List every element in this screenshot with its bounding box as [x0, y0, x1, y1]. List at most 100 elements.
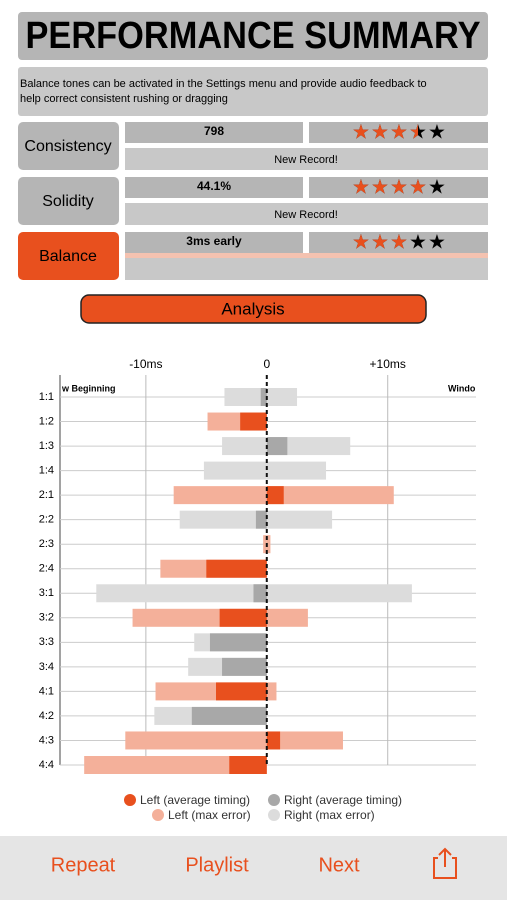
bar — [191, 706, 267, 725]
note-box — [125, 203, 488, 225]
y-tick-label: 1:2 — [39, 415, 54, 427]
y-tick-label: 4:3 — [39, 734, 54, 746]
legend-swatch — [268, 794, 280, 806]
stars-box — [309, 232, 488, 253]
bar — [266, 731, 281, 750]
tab[interactable]: Repeat — [51, 854, 116, 876]
bar — [260, 388, 267, 406]
star-fill: ★ — [409, 121, 427, 143]
y-tick-label: 2:4 — [39, 563, 54, 575]
bar — [209, 633, 267, 652]
y-tick-label: 3:4 — [39, 661, 54, 673]
legend-label: Left (average timing) — [140, 793, 250, 807]
bar — [206, 559, 267, 578]
analysis-label[interactable]: Analysis — [221, 299, 284, 318]
y-tick-label: 4:1 — [39, 685, 54, 697]
star: ★ — [371, 121, 389, 143]
legend-label: Left (max error) — [168, 808, 251, 822]
y-tick-label: 4:2 — [39, 710, 54, 722]
y-tick-label: 2:2 — [39, 514, 54, 526]
annotation: Windo — [448, 383, 476, 393]
bar — [96, 584, 267, 603]
bar — [266, 437, 288, 456]
star: ★ — [352, 231, 370, 253]
y-tick-label: 3:3 — [39, 636, 54, 648]
x-tick-label: 0 — [263, 357, 270, 371]
stars-box — [309, 122, 488, 143]
y-tick-label: 1:3 — [39, 440, 54, 452]
star-fill: ★ — [409, 176, 427, 198]
bar — [266, 388, 298, 406]
bar — [84, 756, 267, 774]
y-tick-label: 1:4 — [39, 465, 54, 477]
title: PERFORMANCE SUMMARY — [26, 15, 481, 57]
bar — [263, 535, 267, 554]
bar — [266, 584, 412, 603]
y-tick-label: 2:3 — [39, 538, 54, 550]
y-tick-label: 3:1 — [39, 587, 54, 599]
star: ★ — [409, 121, 427, 143]
star: ★ — [352, 121, 370, 143]
star: ★ — [352, 176, 370, 198]
analysis-button[interactable] — [80, 294, 427, 324]
star-fill: ★ — [371, 231, 389, 253]
y-tick-label: 1:1 — [39, 391, 54, 403]
bar — [266, 608, 308, 627]
bar — [266, 486, 284, 505]
star: ★ — [390, 231, 408, 253]
tab[interactable]: Playlist — [185, 854, 249, 876]
stars-box — [309, 177, 488, 198]
star: ★ — [390, 121, 408, 143]
description-box — [18, 67, 488, 116]
legend-swatch — [152, 809, 164, 821]
note-box — [125, 148, 488, 170]
metric-label: Balance — [39, 248, 97, 265]
bar — [224, 388, 267, 406]
bar — [179, 510, 267, 529]
value-box — [125, 177, 303, 198]
bar — [222, 657, 267, 676]
description: Balance tones can be activated in the Se… — [20, 78, 427, 90]
bar — [266, 510, 333, 529]
star: ★ — [428, 176, 446, 198]
tab[interactable]: Next — [318, 854, 360, 876]
bar — [253, 584, 267, 603]
bar — [266, 486, 394, 505]
share-icon[interactable] — [433, 847, 457, 879]
y-tick-label: 2:1 — [39, 489, 54, 501]
metric-label-box — [18, 177, 119, 225]
star: ★ — [390, 176, 408, 198]
metric-value: 798 — [204, 124, 224, 138]
x-tick-label: +10ms — [370, 357, 406, 371]
star-fill: ★ — [352, 176, 370, 198]
star-fill: ★ — [371, 121, 389, 143]
bar — [173, 486, 267, 505]
legend-label: Right (max error) — [284, 808, 375, 822]
bar — [266, 437, 351, 456]
star: ★ — [409, 231, 427, 253]
bar — [222, 437, 267, 456]
metric-value: 3ms early — [186, 234, 242, 248]
bar — [266, 731, 343, 750]
star-fill: ★ — [371, 176, 389, 198]
metric-label-box — [18, 232, 119, 280]
y-tick-label: 3:2 — [39, 612, 54, 624]
star: ★ — [409, 176, 427, 198]
legend-label: Right (average timing) — [284, 793, 402, 807]
bar — [266, 535, 271, 554]
metric-note: New Record! — [274, 209, 338, 221]
separator — [125, 253, 488, 259]
star: ★ — [428, 231, 446, 253]
bar — [240, 412, 267, 431]
bar — [266, 461, 327, 480]
bar — [229, 756, 267, 774]
description: help correct consistent rushing or dragg… — [20, 93, 228, 105]
title-box — [18, 12, 488, 60]
metric-value: 44.1% — [197, 179, 231, 193]
legend-swatch — [268, 809, 280, 821]
star-fill: ★ — [390, 176, 408, 198]
star-fill: ★ — [352, 121, 370, 143]
legend-swatch — [124, 794, 136, 806]
metric-label: Solidity — [42, 193, 94, 210]
